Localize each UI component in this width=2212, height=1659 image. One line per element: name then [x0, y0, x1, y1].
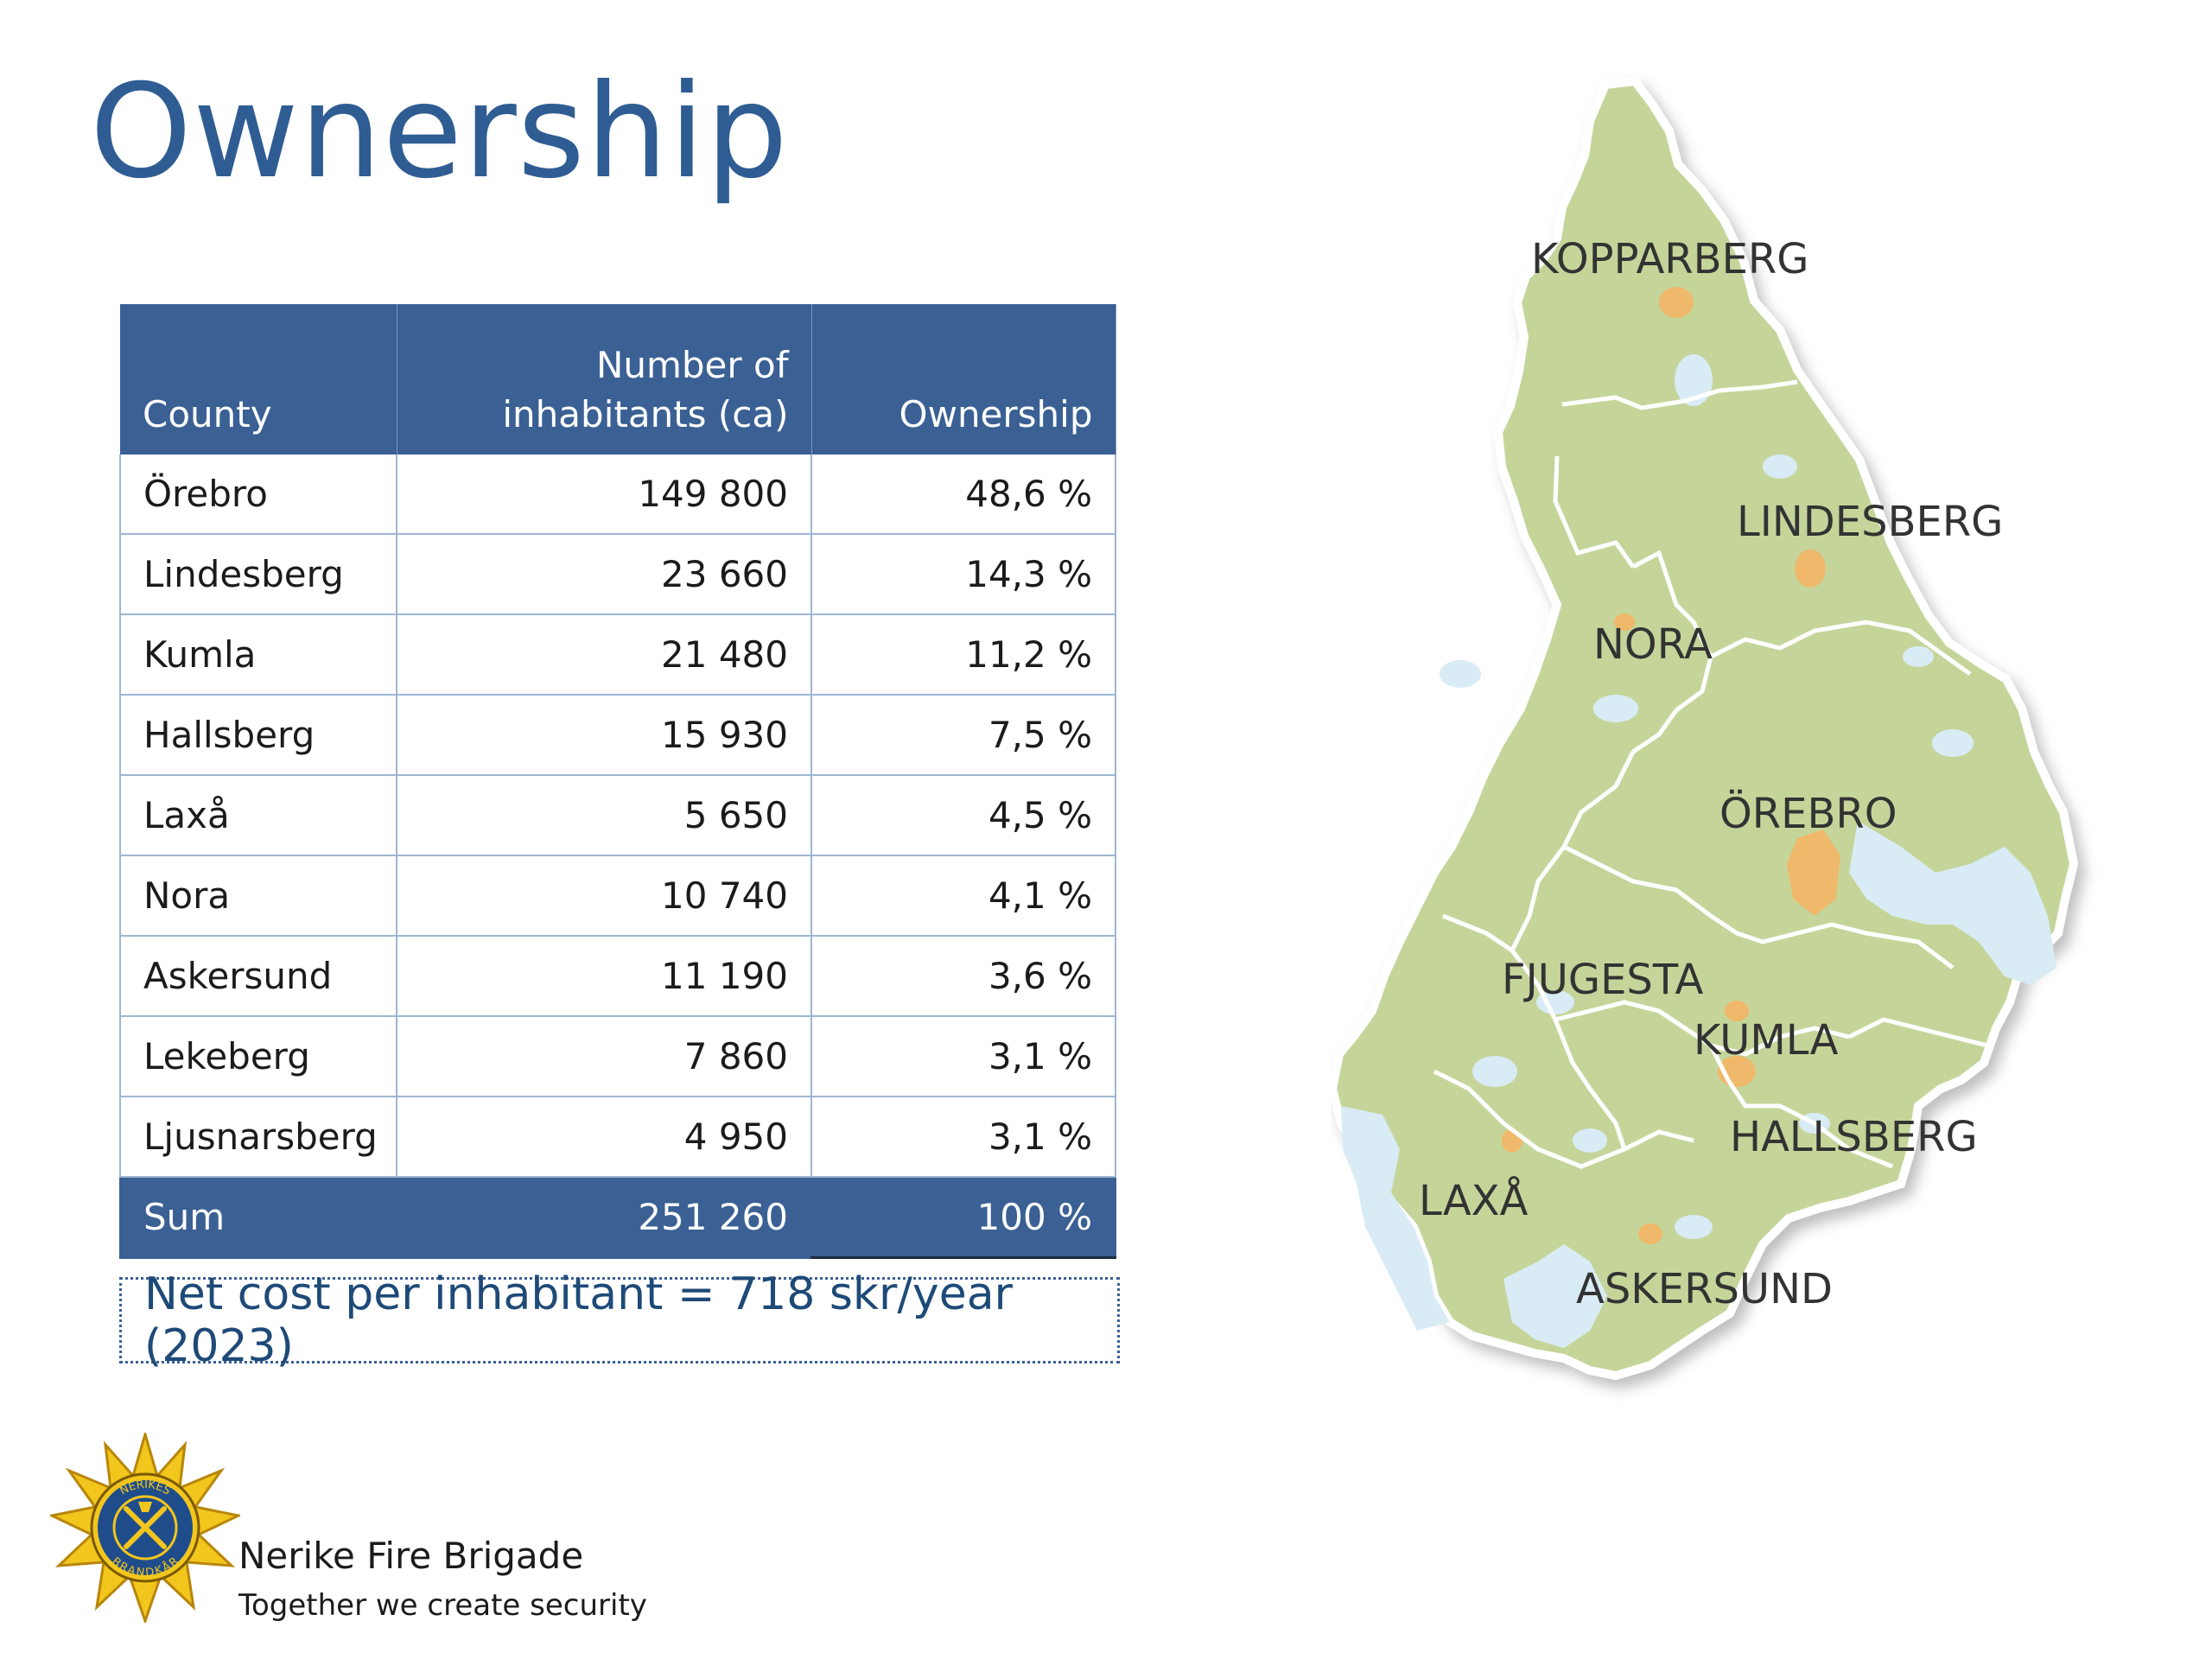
town-askersund [1638, 1224, 1662, 1244]
inhabitants-cell: 5 650 [397, 775, 812, 856]
town-lindesberg [1795, 550, 1826, 588]
map-label-laxa: LAXÅ [1419, 1176, 1529, 1225]
ownership-cell: 3,1 % [811, 1016, 1116, 1097]
inhabitants-cell: 149 800 [397, 454, 812, 535]
inhabitants-cell: 10 740 [397, 855, 812, 937]
county-cell: Nora [119, 855, 397, 937]
sum-inhabitants-cell: 251 260 [397, 1177, 812, 1259]
lake-small [1675, 1215, 1713, 1239]
lake-small [1472, 1056, 1517, 1087]
map-label-kumla: KUMLA [1694, 1016, 1839, 1065]
lake-hjalmaren [1849, 821, 2056, 985]
table-header-row: County Number of inhabitants (ca) Owners… [120, 304, 1116, 454]
organization-tagline: Together we create security [238, 1588, 647, 1623]
sum-row: Sum 251 260 100 % [119, 1177, 1116, 1259]
column-header-ownership: Ownership [811, 304, 1116, 454]
county-cell: Laxå [119, 775, 397, 856]
lake-vattern [1341, 1106, 1450, 1331]
town-orebro [1787, 830, 1840, 916]
map-label-fjugesta: FJUGESTA [1502, 956, 1703, 1004]
ownership-table: County Number of inhabitants (ca) Owners… [119, 304, 1116, 1259]
table-row: Ljusnarsberg 4 950 3,1 % [119, 1096, 1116, 1178]
map-land [1331, 76, 2079, 1381]
ownership-cell: 3,6 % [811, 936, 1116, 1017]
column-header-county: County [120, 304, 397, 454]
inhabitants-cell: 21 480 [397, 614, 812, 696]
inhabitants-cell: 7 860 [397, 1016, 812, 1097]
map-towns [1502, 287, 1840, 1244]
table-row: Askersund 11 190 3,6 % [119, 936, 1116, 1017]
column-header-inhabitants-line1: Number of [595, 344, 789, 387]
map-labels: KOPPARBERG LINDESBERG NORA ÖREBRO FJUGES… [1419, 235, 2003, 1313]
lake-small [1593, 695, 1638, 722]
county-cell: Hallsberg [119, 695, 397, 776]
ownership-cell: 3,1 % [811, 1096, 1116, 1178]
inhabitants-cell: 15 930 [397, 695, 812, 776]
county-cell: Kumla [119, 614, 397, 696]
ownership-cell: 11,2 % [811, 614, 1116, 696]
map-label-lindesberg: LINDESBERG [1737, 498, 2003, 546]
inhabitants-cell: 4 950 [397, 1096, 812, 1178]
column-header-inhabitants-line2: inhabitants (ca) [502, 392, 789, 435]
county-cell: Askersund [119, 936, 397, 1017]
ownership-cell: 14,3 % [811, 534, 1116, 615]
lake-small [1903, 646, 1934, 667]
table-row: Nora 10 740 4,1 % [119, 855, 1116, 937]
inhabitants-cell: 23 660 [397, 534, 812, 615]
lake-small [1932, 729, 1974, 757]
organization-name: Nerike Fire Brigade [238, 1535, 584, 1577]
table-row: Lekeberg 7 860 3,1 % [119, 1016, 1116, 1097]
fire-brigade-emblem-icon: NERIKES BRANDKÅR [50, 1433, 240, 1623]
town-nora [1614, 613, 1635, 631]
table-row: Örebro 149 800 48,6 % [119, 454, 1116, 535]
map-label-hallsberg: HALLSBERG [1730, 1113, 1978, 1161]
table-row: Hallsberg 15 930 7,5 % [119, 695, 1116, 776]
map-label-orebro: ÖREBRO [1719, 790, 1897, 838]
map-borders [1433, 379, 1988, 1169]
ownership-cell: 48,6 % [811, 454, 1116, 535]
emblem-text-top: NERIKES [118, 1478, 172, 1498]
town-kopparberg [1659, 287, 1694, 318]
column-header-inhabitants: Number of inhabitants (ca) [397, 304, 812, 454]
page-title: Ownership [90, 57, 789, 207]
county-cell: Lindesberg [119, 534, 397, 615]
sum-label-cell: Sum [119, 1177, 397, 1259]
inhabitants-cell: 11 190 [397, 936, 812, 1017]
lake-small [1573, 1128, 1607, 1153]
net-cost-text: Net cost per inhabitant = 718 skr/year (… [144, 1268, 1013, 1372]
lake-small [1763, 454, 1797, 479]
lake-small [1440, 660, 1481, 688]
ownership-cell: 7,5 % [811, 695, 1116, 776]
table-row: Lindesberg 23 660 14,3 % [119, 534, 1116, 615]
town-hallsberg [1725, 1001, 1749, 1021]
lake-small [1675, 354, 1713, 406]
county-cell: Lekeberg [119, 1016, 397, 1097]
county-cell: Ljusnarsberg [119, 1096, 397, 1178]
county-map: KOPPARBERG LINDESBERG NORA ÖREBRO FJUGES… [1331, 76, 2079, 1381]
county-cell: Örebro [119, 454, 397, 535]
sum-ownership-cell: 100 % [811, 1177, 1116, 1259]
map-label-nora: NORA [1593, 620, 1713, 669]
ownership-cell: 4,1 % [811, 855, 1116, 937]
map-label-kopparberg: KOPPARBERG [1531, 235, 1808, 283]
ownership-cell: 4,5 % [811, 775, 1116, 856]
map-label-askersund: ASKERSUND [1576, 1265, 1833, 1313]
lake-askersund [1503, 1244, 1607, 1348]
table-row: Kumla 21 480 11,2 % [119, 614, 1116, 696]
table-row: Laxå 5 650 4,5 % [119, 775, 1116, 856]
net-cost-box: Net cost per inhabitant = 718 skr/year (… [119, 1268, 1120, 1372]
map-lakes [1341, 354, 2056, 1348]
